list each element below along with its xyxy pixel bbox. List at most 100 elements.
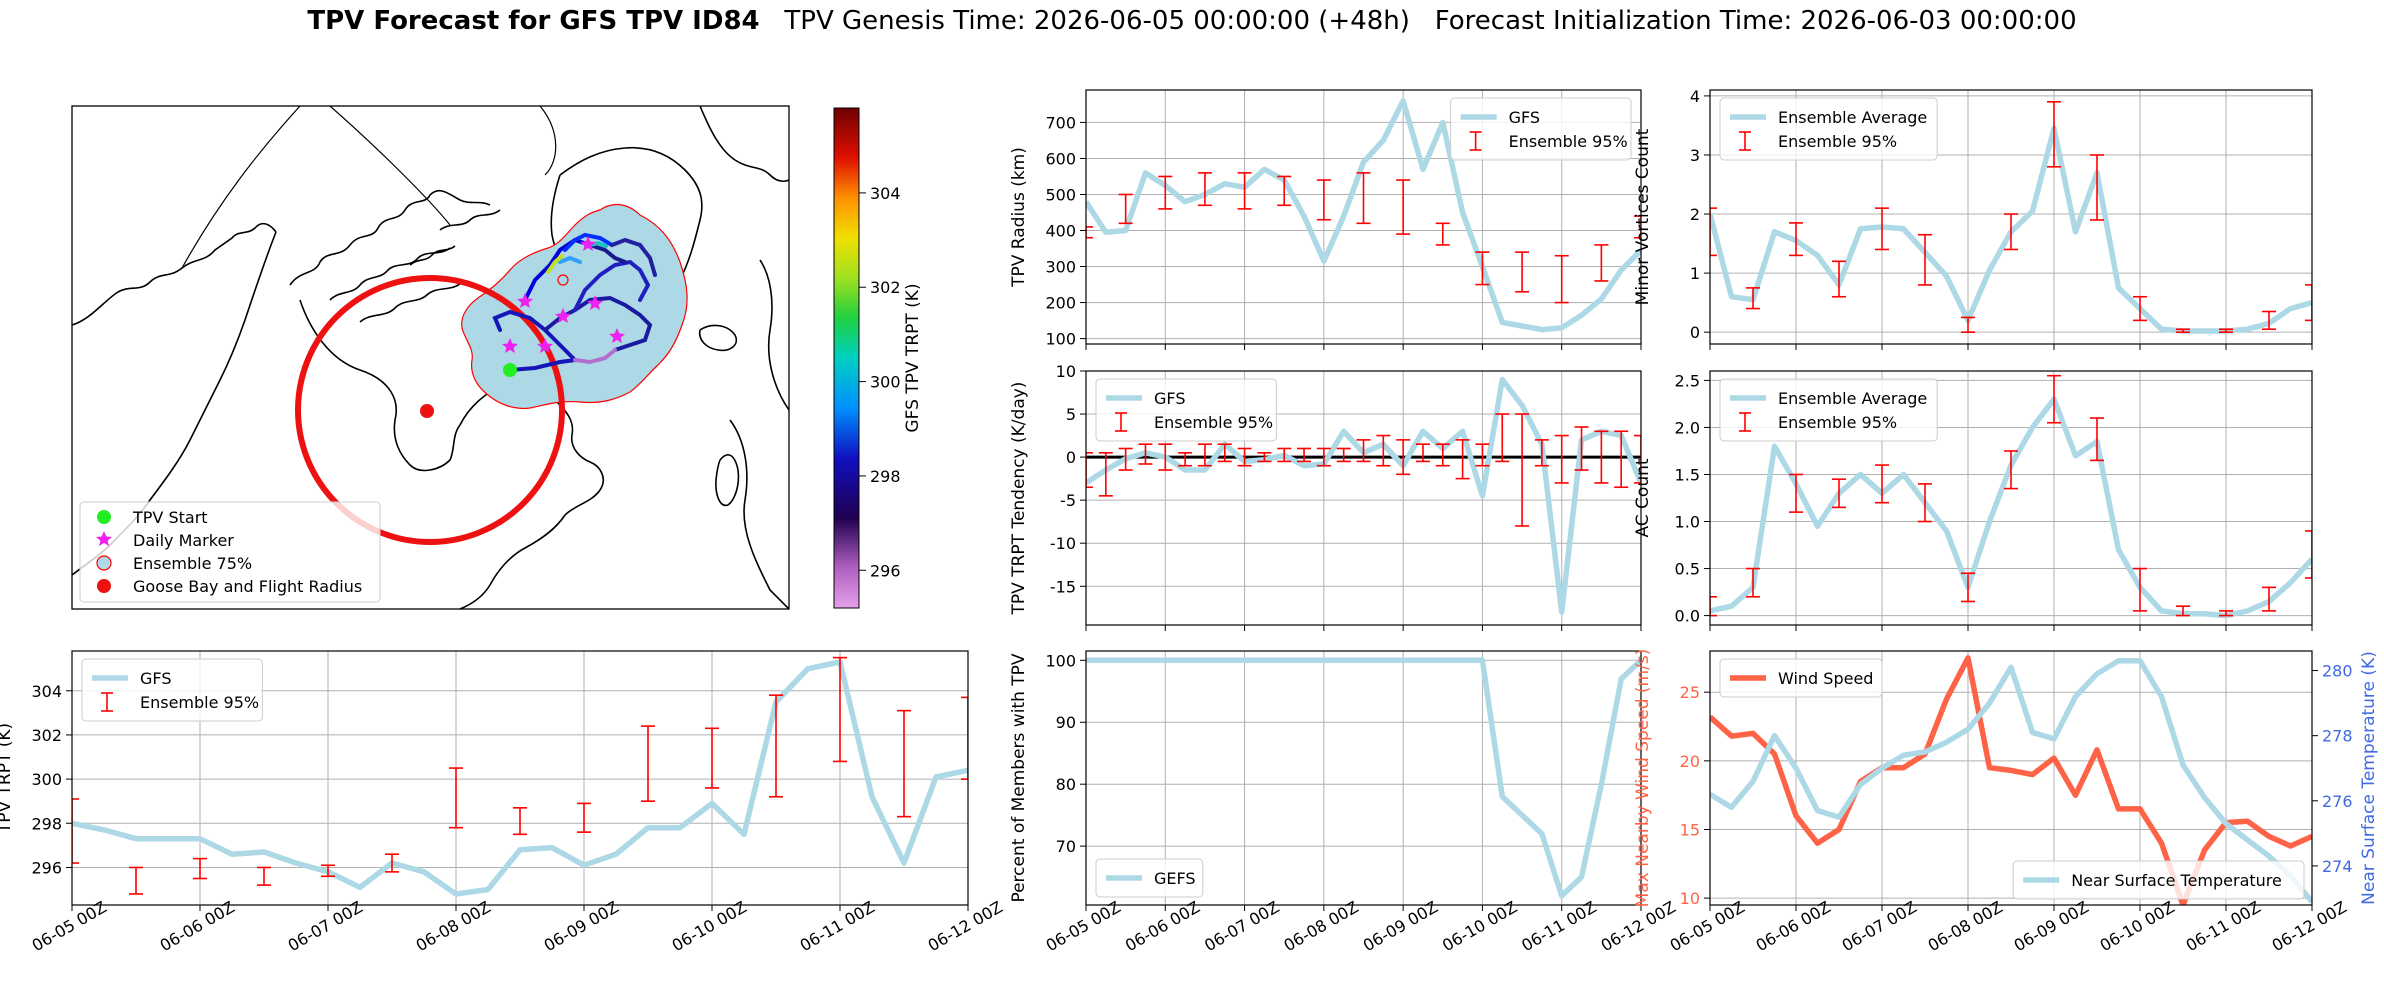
track-segment-1 [492, 309, 580, 372]
daily-marker [502, 338, 518, 353]
x-tick-label: 06-10 00Z [2097, 897, 2178, 955]
legend-label: Ensemble 95% [1154, 413, 1273, 432]
legend-errorbar-icon [1739, 412, 1751, 432]
goose-bay-marker [420, 404, 434, 418]
errorbar [1316, 179, 1331, 221]
errorbar [1789, 222, 1803, 257]
x-tick-label: 06-08 00Z [413, 897, 494, 955]
track-segment-6 [563, 232, 614, 252]
plot-content [1086, 376, 1641, 615]
errorbar [385, 853, 399, 873]
figure-title: TPV Forecast for GFS TPV ID84 TPV Genesi… [0, 6, 2384, 36]
y-tick-label: -10 [1050, 534, 1076, 553]
legend: Ensemble Average Ensemble 95% [1719, 378, 1938, 442]
legend-label: Ensemble 95% [1778, 413, 1897, 432]
errorbar [1237, 172, 1252, 210]
legend: GFS Ensemble 95% [1095, 378, 1277, 442]
y-tick-label: 296 [31, 858, 62, 877]
plot-frame [1709, 650, 2313, 906]
daily-marker [517, 293, 533, 308]
y-tick-label: 304 [31, 682, 62, 701]
x-tick-label: 06-11 00Z [2183, 897, 2264, 955]
plot-frame [1085, 89, 1642, 345]
europe-south [729, 419, 789, 609]
errorbar [2176, 328, 2190, 333]
legend-label: GEFS [1154, 869, 1196, 888]
y-tick-label: 1 [1690, 264, 1700, 283]
legend-ensemble-75: Ensemble 75% [133, 554, 252, 573]
errorbar [1634, 215, 1641, 239]
track-segment-8 [573, 348, 617, 365]
plot-frame [1709, 89, 2313, 345]
errorbar [1918, 483, 1932, 523]
europe-west [759, 259, 789, 411]
north-pole-line [539, 106, 557, 176]
plot-content [1710, 101, 2312, 334]
legend: Ensemble Average Ensemble 95% [1719, 97, 1938, 161]
legend-ensemble-icon [96, 555, 112, 571]
legend-label: Ensemble 95% [1778, 132, 1897, 151]
y-tick-label: 2 [1690, 205, 1700, 224]
errorbar [897, 709, 911, 818]
arctic-boundary [181, 106, 301, 269]
arctic-island-5 [439, 209, 501, 231]
y-tick-label-right: 274 [2322, 857, 2353, 876]
errorbar [1746, 567, 1760, 598]
y-tick-label: 10 [1056, 362, 1076, 381]
plot-frame [1709, 370, 2313, 626]
legend-label: Ensemble Average [1778, 108, 1927, 127]
errorbar [2133, 567, 2147, 612]
y-tick-label: 300 [1045, 258, 1076, 277]
errorbar [1710, 207, 1717, 257]
legend-label: Ensemble 95% [1509, 132, 1628, 151]
y-tick-label: 20 [1680, 752, 1700, 771]
errorbar [1634, 434, 1641, 484]
series-line [1710, 655, 2312, 905]
errorbar [1875, 207, 1889, 251]
errorbar [1875, 464, 1889, 504]
legend-goose-bay-icon [97, 579, 111, 593]
legend-box [1095, 858, 1204, 898]
y-tick-label: 600 [1045, 149, 1076, 168]
errorbar [1086, 451, 1093, 489]
track-segment-11 [546, 254, 564, 274]
flight-radius-circle [295, 275, 565, 545]
x-tick-label: 06-06 00Z [1122, 897, 1203, 955]
y-axis-label: TPV TRPT Tendency (K/day) [1009, 382, 1029, 616]
errorbar [1098, 451, 1113, 497]
errorbar [1554, 434, 1569, 484]
x-tick-label: 06-05 00Z [1043, 897, 1124, 955]
errorbar [1455, 439, 1470, 480]
y-tick-label: 0.5 [1675, 560, 1700, 579]
errorbar [2047, 101, 2061, 168]
errorbar [2176, 605, 2190, 617]
chart-minor: 0 1 2 3 4 Minor Vortices Count Ensemble Averag… [1633, 87, 2313, 350]
y-tick-label-right: 276 [2322, 792, 2353, 811]
y-axis-label: Max Nearby Wind Speed (m/s) [1633, 649, 1653, 908]
track-segment-7 [610, 237, 657, 277]
errorbar [1158, 175, 1173, 210]
errorbar [1415, 443, 1430, 463]
errorbar [1746, 287, 1760, 310]
chart-trpt: 06-05 00Z 06-06 00Z 06-07 00Z 06-08 00Z 06-0… [0, 650, 1006, 955]
errorbar [1158, 443, 1173, 471]
legend-label: Near Surface Temperature [2071, 871, 2282, 890]
track-segment-3 [573, 259, 651, 312]
errorbar [1961, 316, 1975, 333]
y-tick-label: 2.5 [1675, 371, 1700, 390]
legend-label: GFS [1154, 389, 1185, 408]
errorbar [1614, 430, 1629, 489]
plot-frame [1085, 650, 1642, 906]
errorbar [1297, 447, 1312, 463]
y-tick-label: 1.5 [1675, 465, 1700, 484]
errorbar [833, 656, 847, 763]
x-tick-label: 06-11 00Z [1518, 897, 1599, 955]
east-coast [459, 514, 566, 609]
colorbar: GFS TPV TRPT (K) 296 298 300 302 304 [833, 107, 923, 609]
plot-content [1710, 655, 2312, 905]
legend-right: Near Surface Temperature [2012, 860, 2305, 900]
arctic-island-2 [329, 247, 451, 301]
europe-north [699, 106, 789, 183]
